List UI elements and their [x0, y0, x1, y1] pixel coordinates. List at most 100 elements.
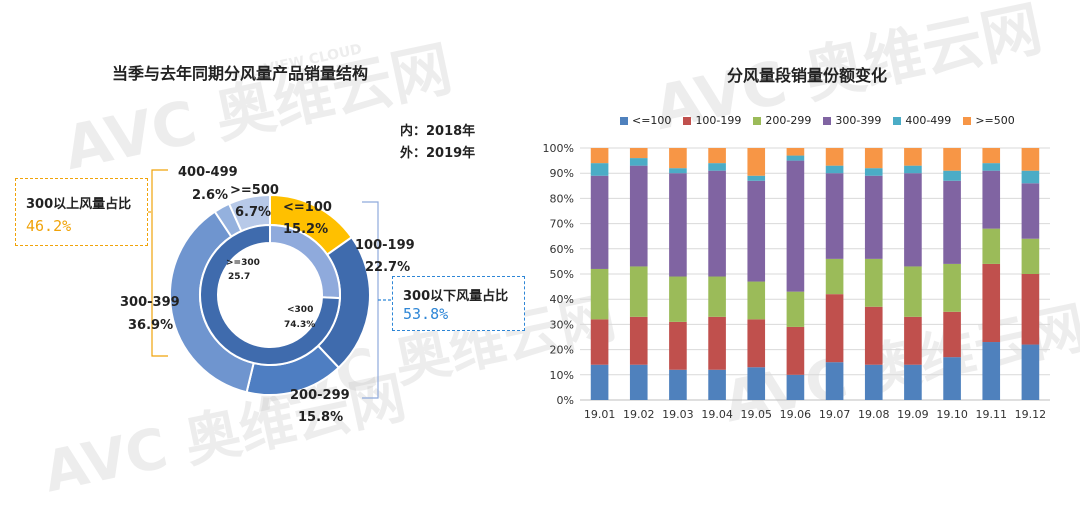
bar-segment [864, 306, 883, 365]
callout-above-300-label: 300以上风量占比 [26, 197, 132, 212]
bar-segment [943, 170, 961, 181]
bar-segment [943, 357, 961, 400]
bar-segment [904, 173, 922, 267]
bar-segment [786, 155, 805, 161]
bar-segment [904, 364, 922, 400]
y-tick-label: 10% [550, 369, 574, 382]
bar-segment [982, 263, 1001, 343]
bar-segment [669, 173, 687, 277]
bar-segment [982, 170, 1001, 229]
legend-swatch [963, 116, 972, 125]
bar-segment [590, 364, 609, 400]
y-tick-label: 40% [550, 293, 574, 306]
bar-segment [629, 165, 648, 267]
bar-segment [590, 148, 609, 164]
slice-label-le100: <=100 [283, 200, 332, 215]
bar-segment [1021, 344, 1040, 400]
bar-segment [825, 362, 844, 400]
bar-segment [590, 319, 609, 365]
bar-segment [786, 326, 805, 375]
bar-segment [904, 316, 922, 365]
callout-below-300: 300以下风量占比 53.8% [392, 276, 525, 331]
bar-segment [904, 148, 922, 166]
bar-segment [590, 268, 609, 320]
y-tick-label: 100% [543, 142, 574, 155]
bar-segment [629, 158, 648, 166]
bar-segment [825, 173, 844, 259]
bar-segment [786, 291, 805, 327]
x-tick-label: 19.06 [780, 408, 812, 421]
legend-swatch [893, 116, 902, 125]
bar-chart-title: 分风量段销量份额变化 [727, 66, 888, 85]
bar-segment [786, 374, 805, 400]
x-tick-label: 19.07 [819, 408, 851, 421]
bar-segment [629, 148, 648, 159]
bar-segment [629, 364, 648, 400]
bar-segment [590, 175, 609, 269]
bracket-above-300 [151, 169, 168, 357]
bar-segment [590, 163, 609, 176]
legend-swatch [823, 116, 832, 125]
bar-segment [669, 168, 687, 174]
legend-swatch [683, 116, 692, 125]
bar-segment [982, 163, 1001, 171]
bar-segment [747, 180, 766, 282]
legend-item: 300-399 [823, 114, 881, 127]
legend-item: 400-499 [893, 114, 951, 127]
callout-above-300: 300以上风量占比 46.2% [15, 178, 148, 246]
bar-segment [708, 148, 726, 164]
x-tick-label: 19.11 [976, 408, 1008, 421]
bar-segment [708, 170, 726, 277]
slice-value-300-399: 36.9% [128, 318, 174, 333]
slice-value-ge500: 6.7% [235, 205, 272, 220]
y-tick-label: 30% [550, 318, 574, 331]
legend-label: 400-499 [905, 114, 952, 127]
bar-segment [708, 276, 726, 317]
bar-segment [747, 281, 766, 320]
x-tick-label: 19.04 [701, 408, 733, 421]
slice-label-ge500: >=500 [230, 183, 279, 198]
slice-value-400-499: 2.6% [192, 188, 229, 203]
slice-label-300-399: 300-399 [120, 295, 180, 310]
y-tick-label: 50% [550, 268, 574, 281]
x-tick-label: 19.05 [741, 408, 773, 421]
inner-label-ge300: >=300 [226, 258, 260, 268]
bar-segment [669, 369, 687, 400]
slice-label-100-199: 100-199 [355, 238, 415, 253]
bar-segment [747, 367, 766, 400]
stacked-bar-chart: 0% 10% 20% 30% 40% 50% 60% 70% 80% 90% 100% 19.01 19… [543, 142, 1050, 421]
bar-segment [864, 175, 883, 259]
slice-value-le100: 15.2% [283, 222, 329, 237]
x-tick-label: 19.12 [1015, 408, 1047, 421]
bar-segment [1021, 183, 1040, 239]
bar-segment [982, 148, 1001, 164]
x-tick-label: 19.09 [897, 408, 929, 421]
bar-segment [943, 263, 961, 312]
bar-segment [669, 276, 687, 322]
x-tick-label: 19.10 [936, 408, 968, 421]
bar-segment [825, 258, 844, 295]
bar-segment [864, 364, 883, 400]
y-tick-label: 90% [550, 167, 574, 180]
legend-label: 300-399 [835, 114, 882, 127]
bar-segment [708, 316, 726, 370]
legend-item: 200-299 [753, 114, 811, 127]
bar-segment [825, 148, 844, 166]
bar-segment [982, 342, 1001, 400]
legend-label: 200-299 [765, 114, 812, 127]
bar-segment [1021, 238, 1040, 274]
bar-segment [1021, 148, 1040, 171]
y-tick-label: 80% [550, 192, 574, 205]
bar-segment [708, 163, 726, 171]
bar-segment [786, 160, 805, 292]
bar-segment [786, 148, 805, 156]
inner-ring-note: 内：2018年 [400, 124, 476, 139]
inner-label-lt300: <300 [287, 305, 314, 315]
bar-segment [669, 148, 687, 169]
callout-below-300-label: 300以下风量占比 [403, 289, 509, 304]
bar-chart-legend: <=100 100-199 200-299 300-399 400-499 >=500 [620, 114, 1015, 127]
bar-segment [825, 165, 844, 174]
bar-segment [982, 228, 1001, 264]
legend-swatch [620, 116, 628, 125]
bar-segment [747, 175, 766, 181]
